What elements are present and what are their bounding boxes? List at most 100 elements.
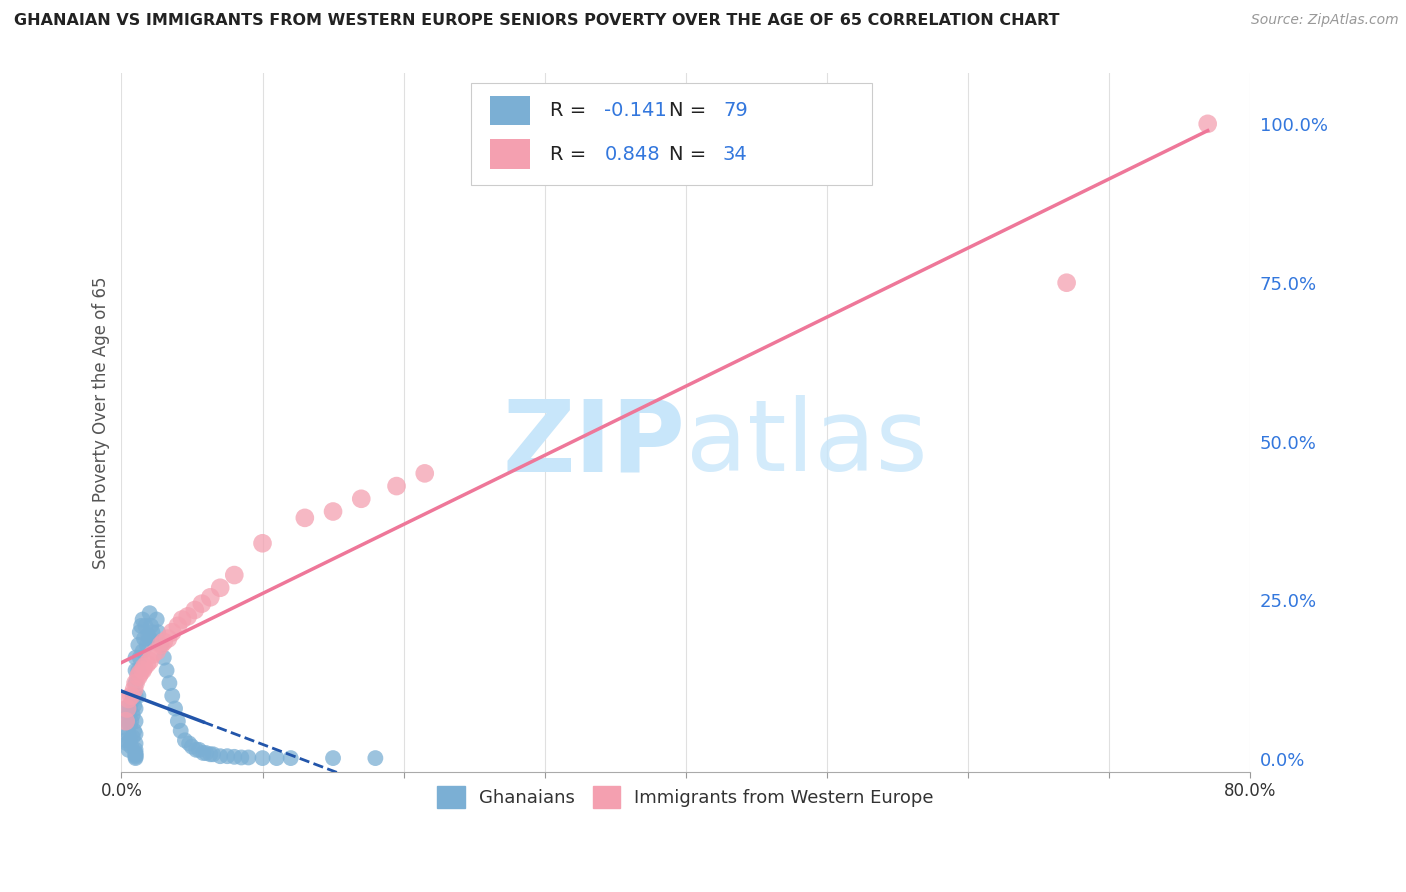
Point [139,619,162,633]
Point [122,682,145,697]
Point [252,751,274,765]
Point [157,676,180,690]
Point [124,743,146,757]
Point [184,603,207,617]
Point [141,625,163,640]
Point [172,613,194,627]
Point [145,613,167,627]
Point [364,751,387,765]
Point [195,746,218,760]
Point [322,751,344,765]
Point [231,750,253,764]
Point [280,751,302,765]
Point [179,736,201,750]
Point [128,625,150,640]
Point [146,625,169,640]
Point [131,613,153,627]
Text: ZIP: ZIP [503,395,686,492]
FancyBboxPatch shape [491,96,530,126]
Point [117,727,139,741]
Point [177,609,200,624]
Point [117,707,139,722]
Text: R =: R = [550,145,593,163]
Point [266,751,288,765]
Point [170,723,193,738]
Text: GHANAIAN VS IMMIGRANTS FROM WESTERN EUROPE SENIORS POVERTY OVER THE AGE OF 65 CO: GHANAIAN VS IMMIGRANTS FROM WESTERN EURO… [14,13,1060,29]
Point [174,733,197,747]
Point [136,628,159,642]
Point [114,733,136,747]
Text: N =: N = [669,145,713,163]
Point [202,747,225,762]
Point [149,638,172,652]
Point [124,650,146,665]
Point [209,749,232,764]
Point [138,654,160,668]
Point [115,701,138,715]
Point [124,747,146,762]
Point [141,648,163,662]
Point [149,638,172,652]
Point [117,692,139,706]
Point [165,701,187,715]
Point [118,701,141,715]
Point [121,689,143,703]
Point [131,664,153,678]
Text: 79: 79 [723,101,748,120]
Legend: Ghanaians, Immigrants from Western Europe: Ghanaians, Immigrants from Western Europ… [430,779,941,815]
Point [200,747,222,762]
Point [124,714,146,729]
Point [145,644,167,658]
Point [120,695,142,709]
Point [118,717,141,731]
Point [122,723,145,738]
Point [132,632,155,646]
Point [122,698,145,713]
Point [121,707,143,722]
Point [135,657,157,671]
Point [124,689,146,703]
Point [120,714,142,729]
Y-axis label: Seniors Poverty Over the Age of 65: Seniors Poverty Over the Age of 65 [93,277,110,569]
Point [124,751,146,765]
Point [1056,276,1078,290]
Point [124,736,146,750]
Point [138,632,160,646]
Point [115,736,138,750]
FancyBboxPatch shape [491,139,530,169]
Point [152,650,174,665]
Point [160,625,183,640]
Text: 0.848: 0.848 [605,145,659,163]
Point [128,650,150,665]
Text: 34: 34 [723,145,748,163]
Point [181,739,204,754]
Point [191,597,214,611]
Point [127,638,149,652]
Point [167,619,190,633]
Point [200,591,222,605]
Point [155,664,177,678]
Point [224,749,246,764]
Point [115,714,138,729]
Point [124,748,146,763]
Text: N =: N = [669,101,713,120]
Text: R =: R = [550,101,593,120]
Point [167,714,190,729]
Point [294,511,316,525]
Point [124,664,146,678]
Text: atlas: atlas [686,395,928,492]
Point [114,701,136,715]
Point [124,701,146,715]
Point [132,660,155,674]
Point [142,634,165,648]
FancyBboxPatch shape [471,84,872,185]
Point [120,739,142,754]
Point [186,743,208,757]
Point [350,491,373,506]
Point [156,632,179,646]
Point [413,467,436,481]
Point [134,619,156,633]
Point [385,479,408,493]
Point [131,644,153,658]
Point [118,733,141,747]
